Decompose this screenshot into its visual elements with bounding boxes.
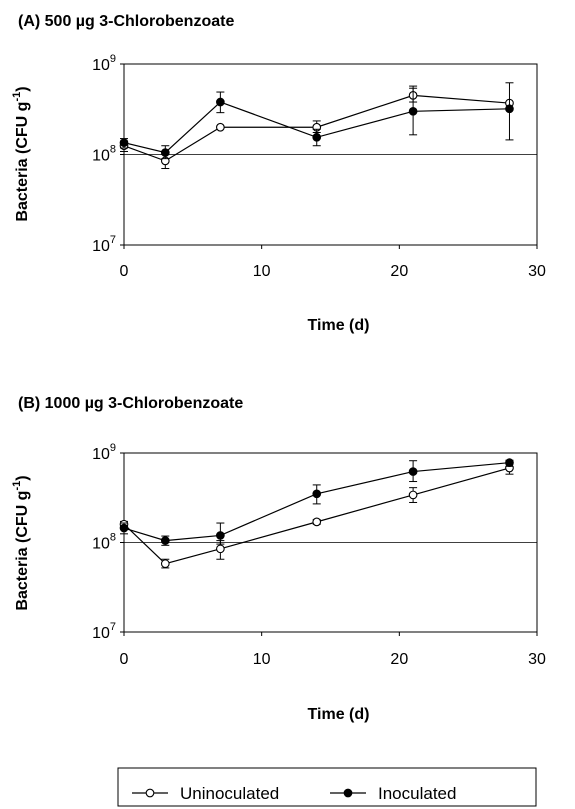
data-point-uninoculated xyxy=(216,122,225,132)
y-tick-label: 109 xyxy=(92,53,116,74)
data-point-inoculated xyxy=(408,106,418,116)
y-tick-label: 109 xyxy=(92,442,116,463)
data-point-uninoculated xyxy=(408,490,418,500)
legend: Uninoculated Inoculated xyxy=(117,767,537,807)
data-point-inoculated xyxy=(216,97,225,107)
y-axis-label: Bacteria (CFU g-1) xyxy=(11,475,31,610)
data-point-uninoculated xyxy=(160,559,170,569)
series-line-inoculated xyxy=(123,462,510,542)
y-tick-label: 107 xyxy=(92,234,116,255)
series-line-uninoculated xyxy=(123,94,510,162)
x-tick-label: 10 xyxy=(253,263,271,280)
x-tick-label: 0 xyxy=(120,263,129,280)
legend-label-inoculated: Inoculated xyxy=(378,784,456,803)
legend-box xyxy=(117,767,537,807)
data-point-inoculated xyxy=(408,467,418,476)
data-point-inoculated xyxy=(216,531,225,540)
series-line-inoculated xyxy=(123,101,510,154)
x-tick-label: 20 xyxy=(390,651,408,668)
y-tick-label: 108 xyxy=(92,532,116,553)
legend-marker-uninoculated xyxy=(145,788,155,798)
series-line-uninoculated xyxy=(123,467,510,565)
legend-marker-inoculated xyxy=(343,788,353,798)
x-axis-label: Time (d) xyxy=(308,706,370,723)
data-point-inoculated xyxy=(312,489,322,499)
legend-label-uninoculated: Uninoculated xyxy=(180,784,279,803)
data-point-uninoculated xyxy=(312,517,322,527)
data-point-inoculated xyxy=(160,536,170,545)
data-point-uninoculated xyxy=(216,544,225,554)
x-tick-label: 0 xyxy=(120,651,129,668)
chart-title: (B) 1000 µg 3-Chlorobenzoate xyxy=(18,395,243,412)
data-point-inoculated xyxy=(119,523,129,533)
data-point-inoculated xyxy=(160,148,170,157)
x-tick-label: 30 xyxy=(528,263,546,280)
data-point-inoculated xyxy=(119,138,129,148)
y-axis-label: Bacteria (CFU g-1) xyxy=(11,86,31,221)
y-tick-label: 107 xyxy=(92,621,116,642)
x-tick-label: 10 xyxy=(253,651,271,668)
data-point-inoculated xyxy=(505,104,514,114)
y-tick-label: 108 xyxy=(92,144,116,165)
data-point-inoculated xyxy=(505,458,514,468)
x-tick-label: 30 xyxy=(528,651,546,668)
data-point-inoculated xyxy=(312,132,322,142)
chart-title: (A) 500 µg 3-Chlorobenzoate xyxy=(18,13,234,30)
x-axis-label: Time (d) xyxy=(308,317,370,334)
x-tick-label: 20 xyxy=(390,263,408,280)
